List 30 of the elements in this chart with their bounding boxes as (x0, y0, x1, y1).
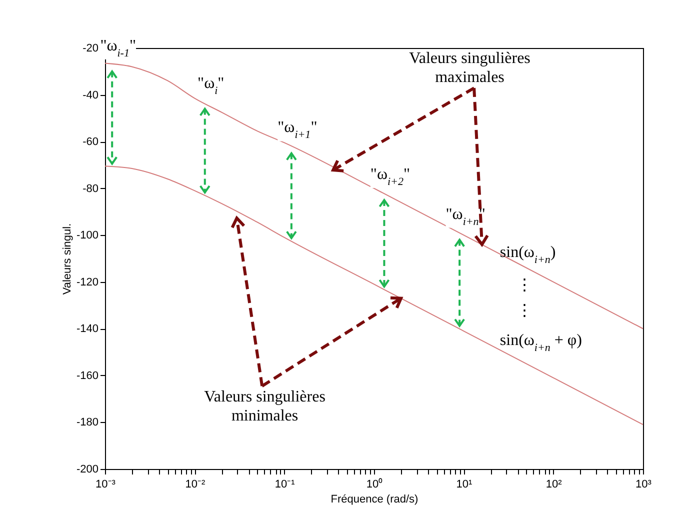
y-tick-label: -80 (82, 182, 98, 195)
x-tick-label: 10⁻¹ (274, 478, 296, 490)
annotation: Valeurs singulières maximales (409, 50, 530, 86)
x-tick-label: 10² (546, 478, 562, 490)
annotation: "ω$_{i+n}$" (446, 206, 486, 228)
y-tick-label: -40 (82, 89, 98, 102)
x-tick-label: 10¹ (456, 478, 472, 490)
y-tick-label: -180 (76, 416, 98, 429)
y-tick-label: -60 (82, 136, 98, 148)
annotation: sin(ω$_{i+n}$) (500, 244, 556, 266)
annotation: ⋮ (516, 277, 533, 294)
y-tick-label: -160 (76, 370, 98, 382)
x-tick-label: 10³ (636, 478, 652, 490)
y-tick-label: -120 (76, 276, 98, 288)
annotation: sin(ω$_{i+n}$ + φ) (500, 332, 582, 354)
x-tick-label: 10⁻² (185, 478, 206, 490)
y-tick-label: -140 (76, 323, 98, 336)
x-tick-label: 10⁰ (366, 478, 383, 490)
annotation: Valeurs singulières minimales (204, 388, 326, 425)
annotation: "ω$_{i}$" (198, 74, 224, 97)
x-axis-title: Fréquence (rad/s) (330, 494, 418, 506)
annotation: "ω$_{i+2}$" (370, 166, 410, 188)
annotation: ⋮ (516, 302, 533, 320)
y-axis-title: Valeurs singul. (61, 223, 74, 295)
x-tick-label: 10⁻³ (96, 478, 116, 490)
annotation: "ω$_{i-1}$" (100, 37, 136, 60)
annotation: "ω$_{i+1}$" (278, 119, 318, 142)
y-tick-label: -100 (76, 230, 98, 242)
y-tick-label: -200 (76, 464, 98, 476)
y-tick-label: -20 (82, 42, 98, 54)
